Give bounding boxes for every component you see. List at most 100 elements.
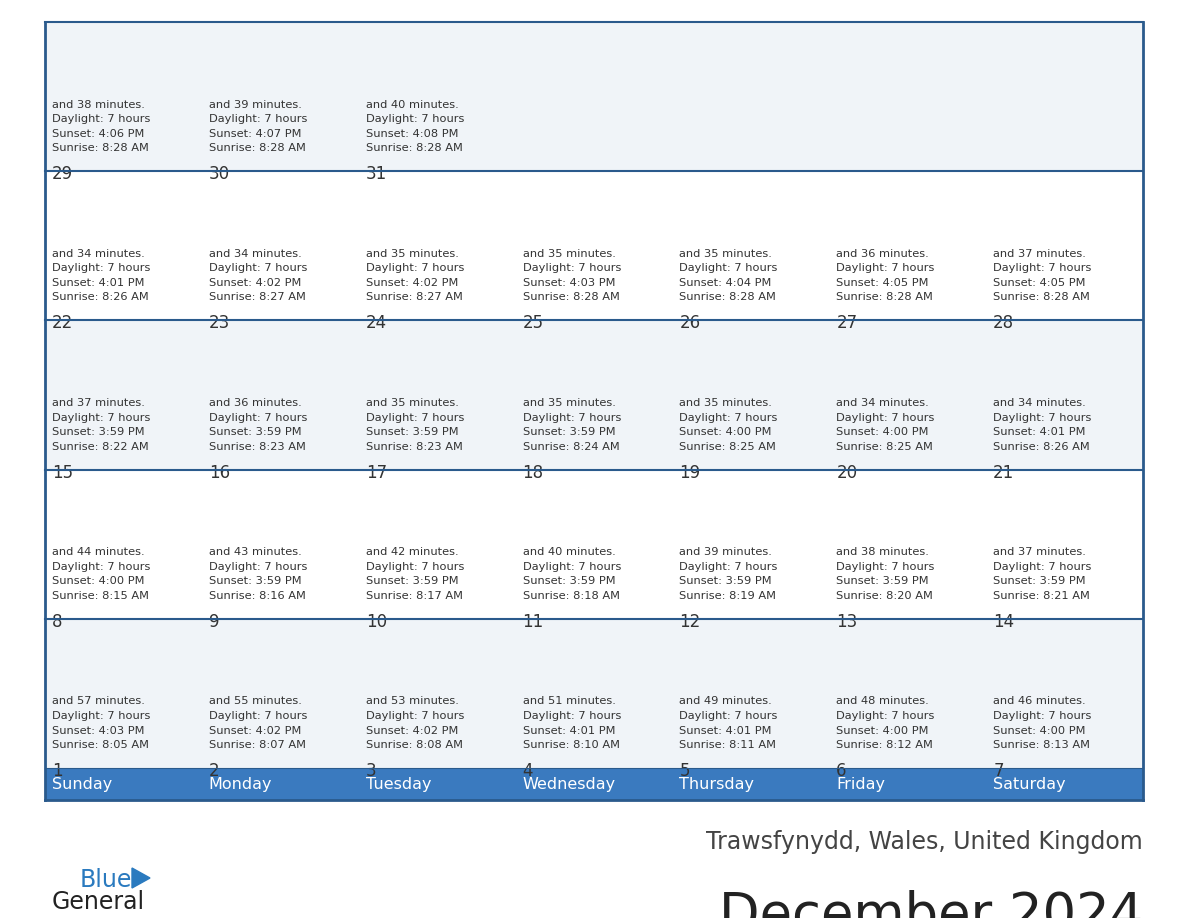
Text: Daylight: 7 hours: Daylight: 7 hours (52, 412, 151, 422)
Bar (202, 470, 359, 619)
Text: Daylight: 7 hours: Daylight: 7 hours (836, 711, 935, 721)
Text: Daylight: 7 hours: Daylight: 7 hours (680, 711, 778, 721)
Text: 19: 19 (680, 464, 701, 482)
Text: Sunset: 4:02 PM: Sunset: 4:02 PM (209, 725, 302, 735)
Text: 17: 17 (366, 464, 387, 482)
Text: Daylight: 7 hours: Daylight: 7 hours (523, 711, 621, 721)
Text: and 43 minutes.: and 43 minutes. (209, 547, 302, 557)
Bar (986, 619, 1143, 768)
Text: Thursday: Thursday (680, 777, 754, 791)
Bar (829, 320, 986, 470)
Text: 11: 11 (523, 613, 544, 631)
Bar (202, 22, 359, 171)
Text: Sunrise: 8:23 AM: Sunrise: 8:23 AM (366, 442, 462, 452)
Text: Sunrise: 8:17 AM: Sunrise: 8:17 AM (366, 591, 462, 600)
Text: and 48 minutes.: and 48 minutes. (836, 697, 929, 707)
Text: and 34 minutes.: and 34 minutes. (836, 398, 929, 409)
Text: Sunrise: 8:28 AM: Sunrise: 8:28 AM (993, 293, 1091, 302)
Text: Sunrise: 8:11 AM: Sunrise: 8:11 AM (680, 740, 777, 750)
Text: Sunrise: 8:16 AM: Sunrise: 8:16 AM (209, 591, 305, 600)
Text: 27: 27 (836, 314, 858, 332)
Text: Daylight: 7 hours: Daylight: 7 hours (993, 263, 1092, 274)
Text: Tuesday: Tuesday (366, 777, 431, 791)
Bar (516, 768, 672, 800)
Text: Sunrise: 8:26 AM: Sunrise: 8:26 AM (52, 293, 148, 302)
Bar (672, 320, 829, 470)
Text: Sunrise: 8:21 AM: Sunrise: 8:21 AM (993, 591, 1091, 600)
Text: Friday: Friday (836, 777, 885, 791)
Text: Daylight: 7 hours: Daylight: 7 hours (836, 412, 935, 422)
Text: and 49 minutes.: and 49 minutes. (680, 697, 772, 707)
Text: Sunrise: 8:05 AM: Sunrise: 8:05 AM (52, 740, 148, 750)
Bar (45, 22, 202, 171)
Text: and 51 minutes.: and 51 minutes. (523, 697, 615, 707)
Text: 18: 18 (523, 464, 544, 482)
Text: Daylight: 7 hours: Daylight: 7 hours (52, 562, 151, 572)
Text: and 44 minutes.: and 44 minutes. (52, 547, 145, 557)
Text: Sunset: 4:00 PM: Sunset: 4:00 PM (836, 725, 929, 735)
Text: Saturday: Saturday (993, 777, 1066, 791)
Text: Daylight: 7 hours: Daylight: 7 hours (680, 263, 778, 274)
Text: 16: 16 (209, 464, 230, 482)
Text: Sunrise: 8:12 AM: Sunrise: 8:12 AM (836, 740, 933, 750)
Text: and 46 minutes.: and 46 minutes. (993, 697, 1086, 707)
Bar (45, 470, 202, 619)
Text: and 39 minutes.: and 39 minutes. (209, 100, 302, 109)
Text: Daylight: 7 hours: Daylight: 7 hours (52, 114, 151, 124)
Text: and 37 minutes.: and 37 minutes. (993, 249, 1086, 259)
Text: Sunset: 3:59 PM: Sunset: 3:59 PM (366, 577, 459, 587)
Text: Sunset: 4:01 PM: Sunset: 4:01 PM (993, 427, 1086, 437)
Text: 4: 4 (523, 762, 533, 780)
Text: Daylight: 7 hours: Daylight: 7 hours (680, 562, 778, 572)
Text: Daylight: 7 hours: Daylight: 7 hours (209, 711, 308, 721)
Text: Daylight: 7 hours: Daylight: 7 hours (366, 562, 465, 572)
Text: Sunrise: 8:08 AM: Sunrise: 8:08 AM (366, 740, 462, 750)
Text: Blue: Blue (80, 868, 132, 892)
Text: and 53 minutes.: and 53 minutes. (366, 697, 459, 707)
Text: 9: 9 (209, 613, 220, 631)
Text: Daylight: 7 hours: Daylight: 7 hours (366, 263, 465, 274)
Text: Daylight: 7 hours: Daylight: 7 hours (52, 263, 151, 274)
Text: Daylight: 7 hours: Daylight: 7 hours (209, 562, 308, 572)
Bar (202, 619, 359, 768)
Text: Sunset: 4:06 PM: Sunset: 4:06 PM (52, 129, 145, 139)
Text: and 35 minutes.: and 35 minutes. (680, 249, 772, 259)
Text: December 2024: December 2024 (719, 890, 1143, 918)
Bar (359, 171, 516, 320)
Text: 5: 5 (680, 762, 690, 780)
Text: 7: 7 (993, 762, 1004, 780)
Text: Sunset: 3:59 PM: Sunset: 3:59 PM (523, 577, 615, 587)
Text: Sunrise: 8:10 AM: Sunrise: 8:10 AM (523, 740, 620, 750)
Text: Daylight: 7 hours: Daylight: 7 hours (366, 412, 465, 422)
Text: Sunset: 4:08 PM: Sunset: 4:08 PM (366, 129, 459, 139)
Text: and 35 minutes.: and 35 minutes. (523, 249, 615, 259)
Text: Sunset: 4:02 PM: Sunset: 4:02 PM (366, 725, 459, 735)
Bar (516, 470, 672, 619)
Text: 23: 23 (209, 314, 230, 332)
Text: Sunset: 4:02 PM: Sunset: 4:02 PM (366, 278, 459, 288)
Text: and 40 minutes.: and 40 minutes. (523, 547, 615, 557)
Text: Daylight: 7 hours: Daylight: 7 hours (209, 263, 308, 274)
Text: Sunrise: 8:28 AM: Sunrise: 8:28 AM (366, 143, 462, 153)
Text: Daylight: 7 hours: Daylight: 7 hours (836, 263, 935, 274)
Text: 3: 3 (366, 762, 377, 780)
Text: Sunrise: 8:15 AM: Sunrise: 8:15 AM (52, 591, 148, 600)
Text: Sunrise: 8:07 AM: Sunrise: 8:07 AM (209, 740, 305, 750)
Bar (672, 768, 829, 800)
Text: Sunset: 4:00 PM: Sunset: 4:00 PM (836, 427, 929, 437)
Bar (672, 470, 829, 619)
Text: and 39 minutes.: and 39 minutes. (680, 547, 772, 557)
Bar (829, 768, 986, 800)
Text: 30: 30 (209, 165, 230, 184)
Bar (829, 470, 986, 619)
Text: 13: 13 (836, 613, 858, 631)
Bar (202, 320, 359, 470)
Text: Sunrise: 8:28 AM: Sunrise: 8:28 AM (209, 143, 305, 153)
Bar (986, 171, 1143, 320)
Text: Sunset: 3:59 PM: Sunset: 3:59 PM (209, 427, 302, 437)
Bar (672, 619, 829, 768)
Text: Sunrise: 8:13 AM: Sunrise: 8:13 AM (993, 740, 1091, 750)
Text: Daylight: 7 hours: Daylight: 7 hours (366, 711, 465, 721)
Text: Sunset: 3:59 PM: Sunset: 3:59 PM (993, 577, 1086, 587)
Text: Sunrise: 8:26 AM: Sunrise: 8:26 AM (993, 442, 1089, 452)
